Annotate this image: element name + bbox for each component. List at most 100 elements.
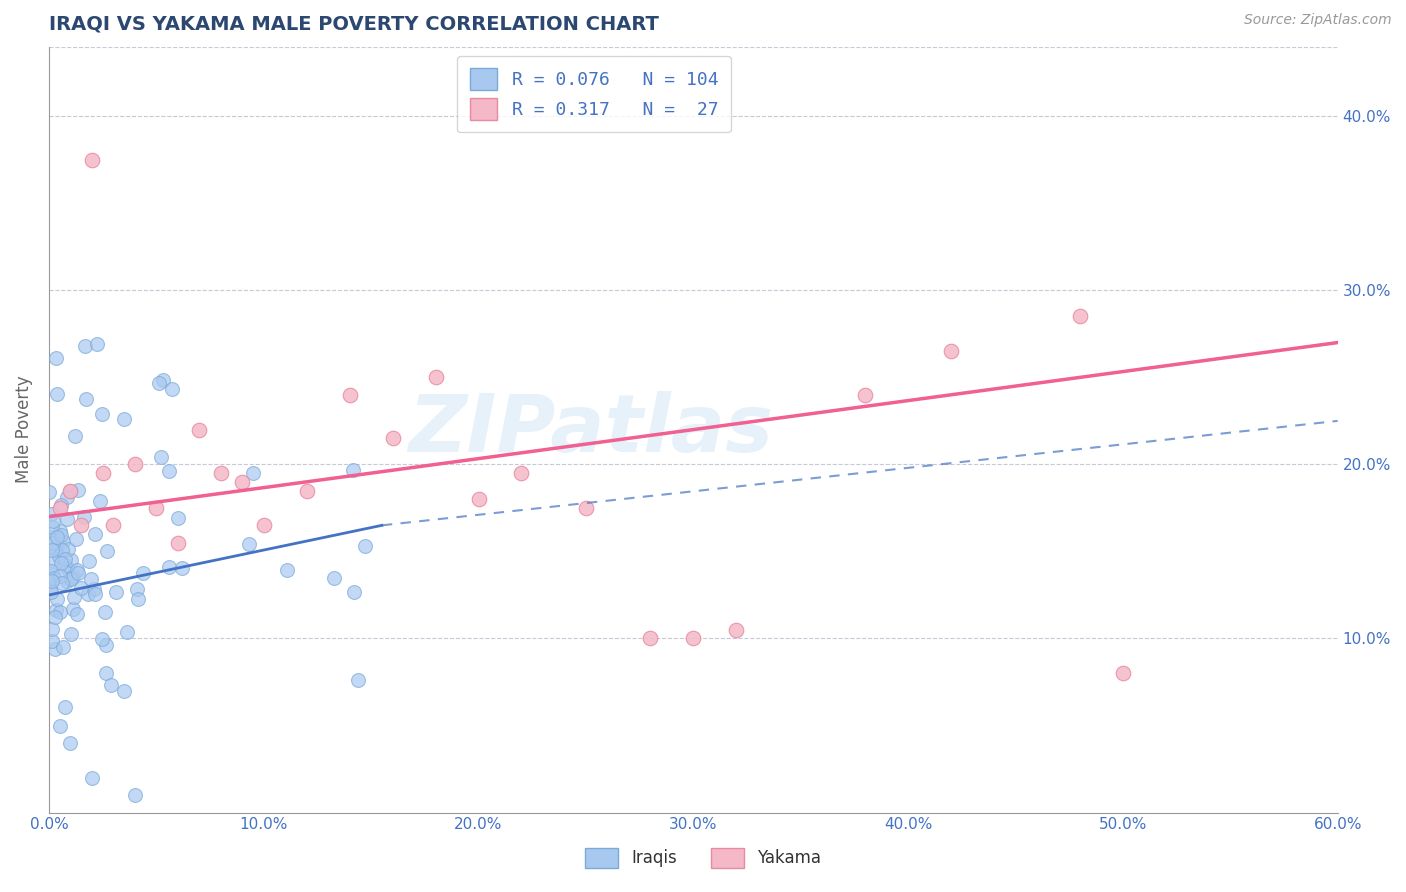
Point (79, 573, 101, 587)
Point (112, 683, 135, 698)
Point (112, 412, 135, 426)
Point (127, 592, 149, 607)
Legend: R = 0.076   N = 104, R = 0.317   N =  27: R = 0.076 N = 104, R = 0.317 N = 27 (457, 55, 731, 132)
Point (339, 388, 361, 402)
Point (60, 573, 83, 587)
Point (640, 632, 662, 646)
Point (67, 566, 90, 580)
Point (148, 376, 170, 391)
Point (66, 563, 89, 577)
Point (41, 514, 63, 528)
Point (66, 483, 89, 498)
Point (96, 638, 118, 652)
Point (682, 632, 704, 646)
Point (425, 370, 447, 384)
Point (38, 582, 60, 596)
Point (44, 609, 66, 624)
Point (41, 520, 63, 534)
Point (45, 351, 67, 365)
Legend: Iraqis, Yakama: Iraqis, Yakama (578, 841, 828, 875)
Point (41, 623, 63, 637)
Point (467, 492, 489, 507)
Point (209, 466, 232, 480)
Text: IRAQI VS YAKAMA MALE POVERTY CORRELATION CHART: IRAQI VS YAKAMA MALE POVERTY CORRELATION… (49, 15, 659, 34)
Point (41, 633, 63, 648)
Point (381, 431, 404, 445)
Point (38, 530, 60, 544)
Point (347, 673, 370, 687)
Point (63, 429, 86, 443)
Point (96, 666, 118, 681)
Point (42, 536, 65, 550)
Point (253, 518, 276, 533)
Point (103, 518, 125, 533)
Point (45, 603, 67, 617)
Point (38, 572, 60, 586)
Point (145, 500, 167, 515)
Point (41, 552, 63, 566)
Point (48, 500, 70, 515)
Point (49, 527, 72, 541)
Point (170, 561, 193, 575)
Point (46, 530, 69, 544)
Point (51, 542, 73, 557)
Point (56, 561, 79, 575)
Point (42, 567, 65, 582)
Point (46, 592, 69, 607)
Point (41, 574, 63, 589)
Point (115, 625, 138, 640)
Point (44, 543, 66, 558)
Point (38, 485, 60, 500)
Point (91, 407, 114, 421)
Point (80, 153, 103, 167)
Point (152, 373, 174, 387)
Point (70, 518, 93, 533)
Point (231, 475, 253, 489)
Point (41, 542, 63, 557)
Point (62, 602, 84, 616)
Point (96, 544, 118, 558)
Point (49, 605, 72, 619)
Point (242, 467, 264, 481)
Point (56, 491, 79, 505)
Point (77, 554, 100, 568)
Point (343, 585, 366, 599)
Point (166, 535, 188, 549)
Point (48, 569, 70, 583)
Point (157, 560, 180, 574)
Point (59, 484, 82, 499)
Point (39, 585, 62, 599)
Point (39, 507, 62, 521)
Point (188, 423, 211, 437)
Text: ZIPatlas: ZIPatlas (408, 391, 773, 468)
Point (76, 587, 98, 601)
Point (44, 642, 66, 657)
Point (124, 458, 146, 472)
Point (157, 464, 180, 478)
Point (53, 700, 76, 714)
Point (73, 509, 96, 524)
Point (52, 534, 75, 549)
Point (80, 771, 103, 785)
Point (125, 582, 148, 596)
Point (342, 462, 364, 476)
Point (48, 549, 70, 563)
Point (89, 494, 111, 508)
Point (575, 500, 598, 515)
Point (1112, 666, 1135, 681)
Point (75, 392, 97, 406)
Point (62, 569, 84, 583)
Point (83, 582, 105, 596)
Point (238, 537, 260, 551)
Point (94, 605, 117, 619)
Point (59, 736, 82, 750)
Point (65, 532, 87, 546)
Point (53, 552, 76, 566)
Text: Source: ZipAtlas.com: Source: ZipAtlas.com (1244, 13, 1392, 28)
Point (53, 558, 76, 572)
Point (1069, 310, 1091, 324)
Point (725, 623, 748, 637)
Point (48, 718, 70, 732)
Point (39, 564, 62, 578)
Point (60, 571, 83, 585)
